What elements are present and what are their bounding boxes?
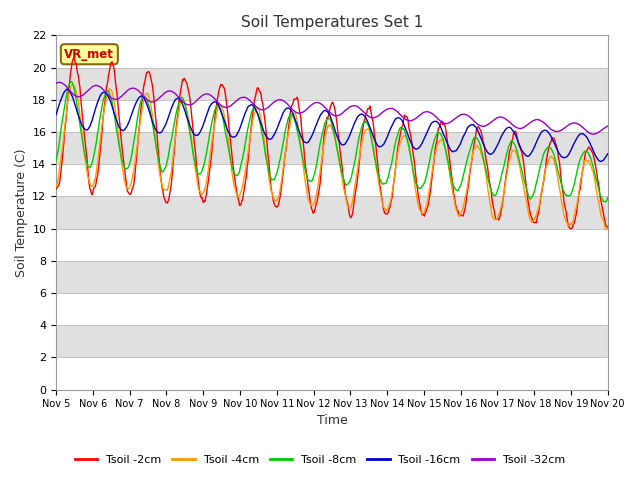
Bar (56, 358, 608, 390)
Bar (56, 261, 608, 293)
Bar (56, 164, 608, 196)
Y-axis label: Soil Temperature (C): Soil Temperature (C) (15, 148, 28, 277)
Bar (56, 36, 608, 68)
Legend: Tsoil -2cm, Tsoil -4cm, Tsoil -8cm, Tsoil -16cm, Tsoil -32cm: Tsoil -2cm, Tsoil -4cm, Tsoil -8cm, Tsoi… (70, 451, 570, 469)
Bar (56, 100, 608, 132)
Bar (56, 68, 608, 100)
Title: Soil Temperatures Set 1: Soil Temperatures Set 1 (241, 15, 423, 30)
Text: VR_met: VR_met (65, 48, 115, 61)
X-axis label: Time: Time (317, 414, 348, 427)
Bar (56, 132, 608, 164)
Bar (56, 228, 608, 261)
Bar (56, 325, 608, 358)
Bar (56, 196, 608, 228)
Bar (56, 293, 608, 325)
